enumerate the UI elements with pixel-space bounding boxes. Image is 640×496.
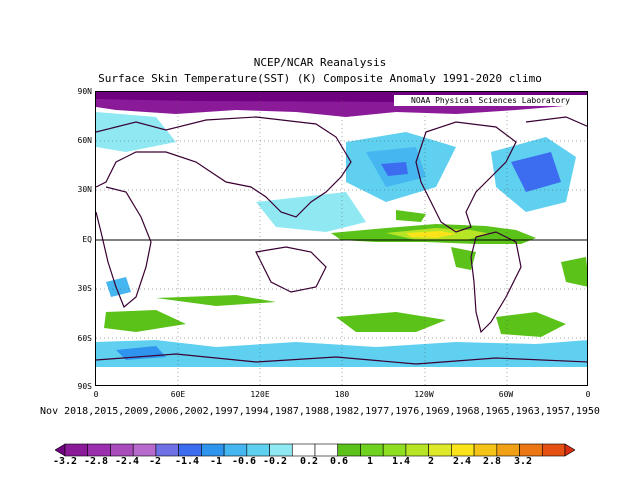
- colorbar-tick-label: 3.2: [513, 456, 533, 467]
- lon-label-60w: 60W: [498, 390, 514, 399]
- cold-anomaly-south-atlantic: [106, 277, 131, 297]
- colorbar: [55, 443, 575, 457]
- lat-label-eq: EQ: [82, 235, 92, 244]
- colorbar-tick-label: 0.6: [329, 456, 349, 467]
- lat-label-60n: 60N: [77, 136, 92, 145]
- colorbar-swatch: [451, 443, 475, 457]
- warm-anomaly-south-east-pacific: [496, 312, 566, 337]
- lon-label-120w: 120W: [414, 390, 434, 399]
- colorbar-swatch: [201, 443, 225, 457]
- cold-anomaly-north-atlantic-core: [511, 152, 561, 192]
- colorbar-swatch: [223, 443, 248, 457]
- colorbar-swatch: [87, 443, 111, 457]
- warm-anomaly-peak: [406, 231, 456, 238]
- lon-label-0: 0: [93, 390, 99, 399]
- colorbar-tick-label: -3.2: [52, 456, 78, 467]
- lon-label-180: 180: [334, 390, 350, 399]
- colorbar-tick-label: 2.8: [482, 456, 502, 467]
- warm-anomaly-north-pacific: [396, 210, 426, 222]
- colorbar-tick-label: 1: [366, 456, 374, 467]
- warm-anomaly-southern-pacific: [336, 312, 446, 332]
- cold-anomaly-maritime-continent: [256, 192, 366, 232]
- colorbar-tick-label: -2.8: [83, 456, 109, 467]
- colorbar-swatch: [337, 443, 361, 457]
- colorbar-tick-label: 2.4: [452, 456, 472, 467]
- colorbar-swatch: [519, 443, 543, 457]
- colorbar-arrow-max: [564, 443, 575, 457]
- colorbar-tick-label: -1: [209, 456, 223, 467]
- lon-label-120e: 120E: [250, 390, 270, 399]
- colorbar-tick-label: 1.4: [391, 456, 411, 467]
- colorbar-swatch: [246, 443, 270, 457]
- colorbar-tick-label: -2.4: [114, 456, 140, 467]
- lat-label-90s: 90S: [77, 382, 92, 391]
- cold-anomaly-north-pacific-center: [381, 162, 408, 176]
- warm-anomaly-indian-ocean: [156, 295, 276, 306]
- lat-label-90n: 90N: [77, 87, 92, 96]
- colorbar-swatch: [314, 443, 339, 457]
- colorbar-swatch: [360, 443, 384, 457]
- colorbar-swatch: [178, 443, 202, 457]
- colorbar-swatch: [496, 443, 520, 457]
- chart-subtitle: Surface Skin Temperature(SST) (K) Compos…: [98, 72, 542, 85]
- colorbar-swatch: [110, 443, 134, 457]
- sst-anomaly-map: NOAA Physical Sciences Laboratory: [95, 91, 588, 386]
- colorbar-swatch: [269, 443, 293, 457]
- composite-dates: Nov 2018,2015,2009,2006,2002,1997,1994,1…: [40, 406, 600, 417]
- colorbar-swatch: [155, 443, 179, 457]
- colorbar-swatch: [132, 443, 157, 457]
- colorbar-swatch: [64, 443, 89, 457]
- cold-anomaly-arctic-atlantic: [96, 112, 176, 152]
- lon-label-60e: 60E: [170, 390, 186, 399]
- colorbar-swatch: [428, 443, 452, 457]
- colorbar-tick-label: 2: [427, 456, 435, 467]
- lat-label-30s: 30S: [77, 284, 92, 293]
- chart-title: NCEP/NCAR Reanalysis: [253, 56, 387, 69]
- colorbar-arrow-min: [55, 443, 66, 457]
- colorbar-tick-label: 0.2: [299, 456, 319, 467]
- colorbar-swatch: [291, 443, 316, 457]
- warm-anomaly-southern-atlantic: [104, 310, 186, 332]
- colorbar-swatch: [541, 443, 566, 457]
- map-canvas: [96, 92, 587, 385]
- continent-outlines: [96, 116, 587, 365]
- warm-anomaly-south-pacific: [451, 247, 476, 270]
- lat-label-60s: 60S: [77, 334, 92, 343]
- credit-label: NOAA Physical Sciences Laboratory: [394, 95, 587, 106]
- lat-label-30n: 30N: [77, 185, 92, 194]
- colorbar-swatch: [473, 443, 498, 457]
- colorbar-tick-label: -2: [148, 456, 162, 467]
- colorbar-tick-label: -0.2: [262, 456, 288, 467]
- colorbar-swatch: [382, 443, 407, 457]
- warm-anomaly-south-atlantic: [561, 257, 587, 287]
- colorbar-swatch: [405, 443, 429, 457]
- colorbar-tick-label: -0.6: [231, 456, 257, 467]
- lon-label-0-east: 0: [585, 390, 591, 399]
- colorbar-tick-label: -1.4: [174, 456, 200, 467]
- cold-anomaly-southern-ocean-core: [116, 346, 166, 360]
